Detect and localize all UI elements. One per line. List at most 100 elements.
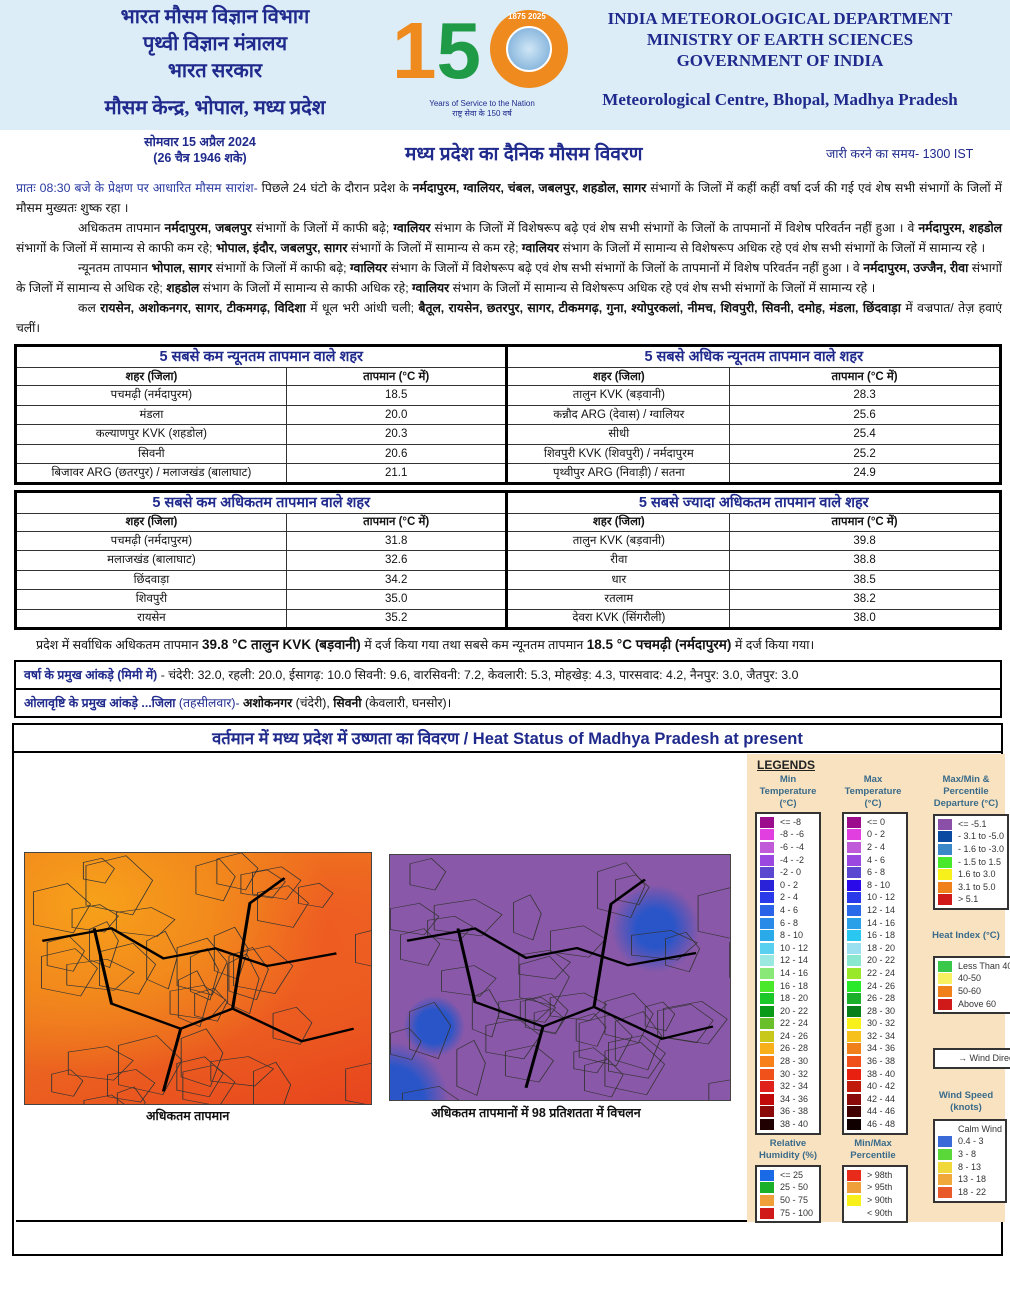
district-boundary <box>115 907 176 937</box>
district-boundary <box>210 1056 275 1087</box>
temperature-cell: 20.6 <box>285 443 508 464</box>
legend-swatch <box>847 1081 861 1093</box>
table-title: 5 सबसे कम अधिकतम तापमान वाले शहर <box>14 490 508 514</box>
city-cell: पचमढ़ी (नर्मदापुरम) <box>15 530 287 551</box>
legend-label: 40 - 42 <box>867 1081 896 1092</box>
legend-swatch <box>847 1208 861 1219</box>
date-saka: (26 चैत्र 1946 शके) <box>153 151 247 165</box>
district-boundary <box>177 970 210 1028</box>
district-boundary <box>99 942 157 995</box>
rainfall-label: वर्षा के प्रमुख आंकड़े (मिमी में) <box>24 668 158 682</box>
legend-label: -8 - -6 <box>780 829 805 840</box>
temperature-tables: 5 सबसे कम न्यूनतम तापमान वाले शहर 5 सबसे … <box>0 344 1010 630</box>
table-row: सिवनी 20.6 शिवपुरी KVK (शिवपुरी) / नर्मदाप… <box>15 443 1001 464</box>
legend-swatch <box>847 1106 861 1118</box>
city-cell: मंडला <box>15 404 287 425</box>
legend-group-title: Max/Min & Percentile Departure (°C) <box>933 774 999 809</box>
legend-label: 30 - 32 <box>780 1068 809 1079</box>
district-boundary <box>533 1008 566 1034</box>
column-header: शहर (जिला) <box>15 512 287 532</box>
district-boundary <box>51 1069 84 1097</box>
paragraph-text: संभागों के जिलों में काफी बढ़े; <box>251 221 394 235</box>
legend-swatch <box>938 1148 952 1160</box>
bold-text: सागर, टीकमगढ़, विदिशा <box>191 301 306 315</box>
legend-row: 50 - 75 <box>760 1194 816 1207</box>
legend-swatch <box>938 1124 952 1135</box>
summary-max: 39.8 °C तालुन KVK (बड़वानी) <box>202 637 361 652</box>
weather-summary: प्रातः 08:30 बजे के प्रेक्षण पर आधारित म… <box>0 178 1010 338</box>
legend-swatch <box>938 998 952 1010</box>
district-boundary <box>272 1006 313 1045</box>
legend-row: <= -5.1 <box>938 818 1004 831</box>
legend-swatch <box>938 843 952 855</box>
temperature-cell: 25.4 <box>729 424 1001 445</box>
legend-row: 40-50 <box>938 973 1010 986</box>
legend-label: 14 - 16 <box>780 967 809 978</box>
legend-swatch <box>847 955 861 967</box>
district-boundary <box>657 1004 714 1044</box>
district-boundary <box>107 1069 156 1103</box>
temperature-cell: 38.8 <box>729 550 1001 571</box>
legend-label: 34 - 36 <box>867 1043 896 1054</box>
district-boundary <box>504 1045 554 1083</box>
legend-swatch <box>847 816 861 828</box>
paragraph-text: कल <box>78 301 101 315</box>
legend-box: → Wind Direction <box>933 1048 1010 1069</box>
legend-row: 0 - 2 <box>847 829 903 842</box>
legend-label: 32 - 34 <box>867 1030 896 1041</box>
legend-label: -2 - 0 <box>780 867 802 878</box>
map-legend: LEGENDS Min Temperature (°C) <= -8 -8 - -6… <box>747 754 1010 1224</box>
temperature-table: 5 सबसे कम न्यूनतम तापमान वाले शहर 5 सबसे … <box>14 344 1002 485</box>
paragraph-text: न्यूनतम तापमान <box>78 261 152 275</box>
district-boundary <box>402 1085 460 1100</box>
legend-swatch <box>938 869 952 881</box>
legend-label: > 5.1 <box>958 894 979 905</box>
hail-district: अशोकनगर <box>243 696 293 710</box>
district-boundary <box>663 1001 728 1045</box>
column-header: तापमान (°C में) <box>285 367 508 386</box>
legend-swatch <box>760 1106 774 1118</box>
table-row: पचमढ़ी (नर्मदापुरम) 18.5 तालुन KVK (बड़वान… <box>15 385 1001 406</box>
city-cell: बिजावर ARG (छतरपुर) / मलाजखंड (बालाघाट) <box>15 463 287 484</box>
legend-row: 16 - 18 <box>760 980 816 993</box>
heat-status-section: वर्तमान में मध्य प्रदेश में उष्णता का वि… <box>12 723 1010 1256</box>
temperature-cell: 25.2 <box>729 443 1001 464</box>
legend-swatch <box>938 960 952 972</box>
legend-swatch <box>938 985 952 997</box>
legend-label: 4 - 6 <box>867 854 886 865</box>
district-boundary <box>345 1062 371 1104</box>
legend-row: <= -8 <box>760 816 816 829</box>
legend-swatch <box>760 1081 774 1093</box>
table-row: शिवपुरी 35.0 रतलाम 38.2 <box>15 589 1001 610</box>
legend-label: 42 - 44 <box>867 1093 896 1104</box>
city-cell: शिवपुरी <box>15 589 287 610</box>
legend-swatch <box>760 1018 774 1030</box>
legend-swatch <box>760 879 774 891</box>
legend-row: 14 - 16 <box>847 917 903 930</box>
column-header: शहर (जिला) <box>505 367 731 386</box>
legend-row: 3 - 8 <box>938 1148 1002 1161</box>
legend-row: Above 60 <box>938 998 1010 1011</box>
hail-box: ओलावृष्टि के प्रमुख आंकड़े ...जिला (तहसी… <box>14 690 1002 718</box>
legend-swatch <box>938 1174 952 1186</box>
legend-row: 8 - 10 <box>847 879 903 892</box>
district-boundary <box>518 949 571 980</box>
summary-paragraph: कल रायसेन, अशोकनगर, सागर, टीकमगढ़, विदिश… <box>16 298 1002 338</box>
legend-swatch <box>938 1161 952 1173</box>
legend-swatch <box>847 967 861 979</box>
legend-row: 44 - 46 <box>847 1106 903 1119</box>
legend-row: < 90th <box>847 1207 903 1220</box>
district-boundary <box>227 953 260 1015</box>
district-boundary <box>575 1013 607 1047</box>
legend-swatch <box>938 881 952 893</box>
city-cell: सीधी <box>505 424 731 445</box>
legend-row: 18 - 20 <box>760 992 816 1005</box>
city-cell: तालुन KVK (बड़वानी) <box>505 530 731 551</box>
district-boundary <box>253 1061 292 1104</box>
legend-box: <= 25 25 - 50 50 - 75 75 - 100 <box>755 1165 821 1224</box>
temperature-cell: 32.6 <box>285 550 508 571</box>
summary-min: 18.5 °C पचमढ़ी (नर्मदापुरम) <box>586 637 732 652</box>
legend-row: 75 - 100 <box>760 1207 816 1220</box>
district-boundary <box>252 866 302 900</box>
legend-swatch <box>760 1068 774 1080</box>
